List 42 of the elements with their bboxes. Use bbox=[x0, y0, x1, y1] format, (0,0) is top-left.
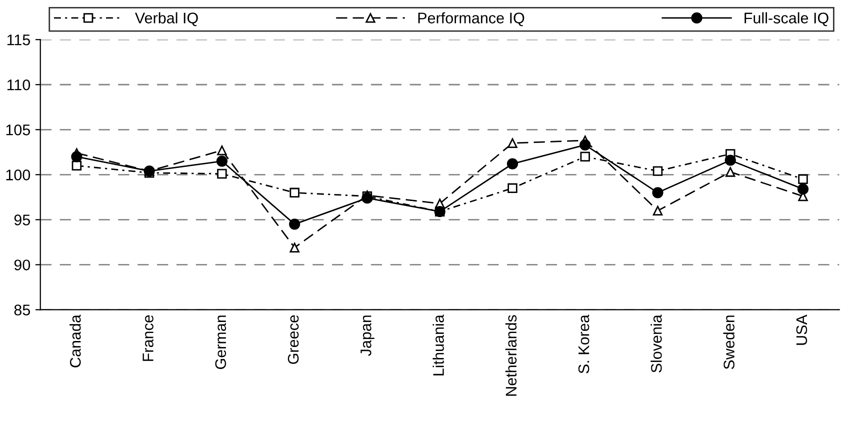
y-tick-label: 85 bbox=[14, 304, 30, 316]
point bbox=[506, 158, 518, 170]
point bbox=[362, 192, 373, 204]
point bbox=[798, 174, 808, 184]
legend-label: Full-scale IQ bbox=[744, 12, 828, 26]
point bbox=[72, 160, 82, 171]
x-tick-label: Slovenia bbox=[650, 314, 662, 372]
point bbox=[71, 151, 82, 162]
point bbox=[289, 218, 300, 230]
point bbox=[580, 139, 591, 151]
legend-label: Performance IQ bbox=[418, 12, 524, 26]
x-tick-label: Lithuania bbox=[432, 314, 444, 376]
point bbox=[797, 184, 809, 195]
point bbox=[290, 188, 300, 198]
x-tick-label: S. Korea bbox=[578, 314, 590, 374]
point bbox=[217, 168, 227, 179]
x-tick-label: Netherlands bbox=[505, 315, 517, 396]
point bbox=[580, 152, 590, 162]
x-tick-label: Sweden bbox=[723, 316, 734, 370]
point bbox=[216, 156, 228, 167]
point bbox=[217, 145, 227, 156]
y-tick-label: 105 bbox=[6, 124, 30, 136]
point bbox=[724, 154, 736, 166]
point bbox=[652, 166, 663, 176]
x-tick-label: Greece bbox=[288, 315, 299, 364]
y-tick-label: 95 bbox=[14, 214, 30, 226]
x-tick-label: France bbox=[142, 315, 154, 361]
point bbox=[726, 167, 736, 177]
point bbox=[290, 242, 300, 252]
legend-label: Verbal IQ bbox=[134, 12, 198, 26]
y-tick-label: 100 bbox=[6, 170, 30, 180]
point bbox=[652, 206, 663, 216]
point bbox=[508, 183, 518, 194]
x-tick-label: Canada bbox=[70, 314, 81, 368]
point bbox=[652, 187, 664, 198]
x-tick-label: German bbox=[215, 316, 226, 369]
x-tick-label: USA bbox=[796, 314, 808, 345]
x-tick-label: Japan bbox=[360, 316, 374, 356]
point bbox=[508, 138, 518, 148]
y-tick-label: 90 bbox=[14, 260, 30, 270]
y-tick-label: 115 bbox=[7, 34, 30, 46]
y-tick-label: 110 bbox=[7, 79, 30, 90]
